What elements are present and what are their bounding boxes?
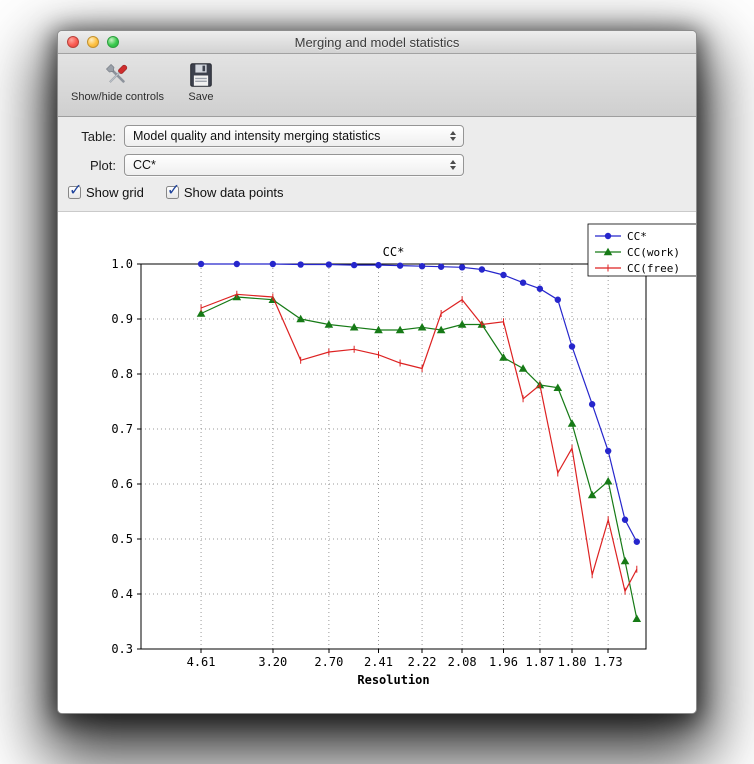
plot-select[interactable]: CC* bbox=[124, 154, 464, 176]
toolbar-button-label: Save bbox=[188, 91, 214, 103]
zoom-button[interactable] bbox=[107, 36, 119, 48]
toolbar: Show/hide controls Save bbox=[58, 54, 696, 117]
y-tick-label: 0.4 bbox=[111, 587, 133, 601]
save-icon bbox=[190, 63, 212, 87]
plot-title: CC* bbox=[383, 245, 405, 259]
x-tick-label: 1.73 bbox=[594, 655, 623, 669]
series-ccwork bbox=[196, 292, 642, 623]
y-tick-label: 0.6 bbox=[111, 477, 133, 491]
table-row: Table: Model quality and intensity mergi… bbox=[68, 125, 696, 147]
popup-arrows-icon bbox=[450, 160, 456, 170]
show-grid-checkbox[interactable]: ✓ Show grid bbox=[68, 180, 144, 200]
checkbox-box: ✓ bbox=[68, 180, 82, 199]
save-button[interactable]: Save bbox=[183, 59, 219, 104]
controls-panel: Table: Model quality and intensity mergi… bbox=[58, 117, 696, 212]
tools-icon bbox=[106, 63, 128, 83]
x-tick-label: 1.80 bbox=[558, 655, 587, 669]
y-tick-label: 0.3 bbox=[111, 642, 133, 656]
title-bar[interactable]: Merging and model statistics bbox=[58, 31, 696, 54]
app-window: Merging and model statistics Show/hide c… bbox=[57, 30, 697, 714]
legend-label: CC(work) bbox=[627, 246, 680, 259]
plot-canvas: 1.0 0.9 0.8 0.7 0.6 0.5 0.4 0.3 4.61 3.20 2.70 2.41… bbox=[111, 223, 696, 687]
checkbox-box: ✓ bbox=[165, 180, 180, 199]
traffic-lights bbox=[67, 36, 119, 48]
checkbox-row: ✓ Show grid ✓ Show data points bbox=[68, 180, 696, 200]
show-data-points-checkbox[interactable]: ✓ Show data points bbox=[165, 180, 284, 200]
x-tick-label: 1.96 bbox=[489, 655, 518, 669]
plot-area: 1.0 0.9 0.8 0.7 0.6 0.5 0.4 0.3 4.61 3.20 2.70 2.41… bbox=[58, 212, 696, 713]
x-tick-label: 2.08 bbox=[448, 655, 477, 669]
check-icon: ✓ bbox=[166, 180, 181, 199]
x-tick-label: 4.61 bbox=[187, 655, 216, 669]
legend-label: CC* bbox=[627, 230, 647, 243]
x-tick-label: 3.20 bbox=[258, 655, 287, 669]
legend-label: CC(free) bbox=[627, 262, 680, 275]
table-label: Table: bbox=[81, 128, 116, 144]
y-tick-label: 0.8 bbox=[111, 367, 133, 381]
x-tick-label: 2.22 bbox=[408, 655, 437, 669]
x-tick-label: 2.41 bbox=[364, 655, 393, 669]
y-tick-label: 0.5 bbox=[111, 532, 133, 546]
minimize-button[interactable] bbox=[87, 36, 99, 48]
y-tick-label: 0.9 bbox=[111, 312, 133, 326]
show-hide-controls-button[interactable]: Show/hide controls bbox=[68, 59, 167, 104]
y-tick-label: 0.7 bbox=[111, 422, 133, 436]
y-tick-label: 1.0 bbox=[111, 257, 133, 271]
check-icon: ✓ bbox=[69, 180, 83, 199]
checkbox-label: Show data points bbox=[183, 185, 284, 200]
toolbar-button-label: Show/hide controls bbox=[71, 91, 164, 103]
close-button[interactable] bbox=[67, 36, 79, 48]
plot-label: Plot: bbox=[89, 157, 116, 173]
x-axis-label: Resolution bbox=[357, 673, 429, 687]
window-title: Merging and model statistics bbox=[294, 34, 460, 50]
series-cc bbox=[197, 260, 640, 545]
axis-ticks: 1.0 0.9 0.8 0.7 0.6 0.5 0.4 0.3 4.61 3.20 2.70 2.41… bbox=[111, 257, 622, 669]
popup-arrows-icon bbox=[450, 131, 456, 141]
plot-select-value: CC* bbox=[133, 158, 156, 172]
x-tick-label: 2.70 bbox=[314, 655, 343, 669]
checkbox-label: Show grid bbox=[86, 185, 144, 200]
grid-lines bbox=[141, 263, 646, 650]
legend: CC* CC(work) CC(free) bbox=[587, 223, 696, 277]
table-select-value: Model quality and intensity merging stat… bbox=[133, 129, 381, 143]
series-ccfree bbox=[200, 290, 638, 595]
table-select[interactable]: Model quality and intensity merging stat… bbox=[124, 125, 464, 147]
plot-row: Plot: CC* bbox=[68, 154, 696, 176]
x-tick-label: 1.87 bbox=[525, 655, 554, 669]
plot-frame bbox=[140, 263, 647, 650]
